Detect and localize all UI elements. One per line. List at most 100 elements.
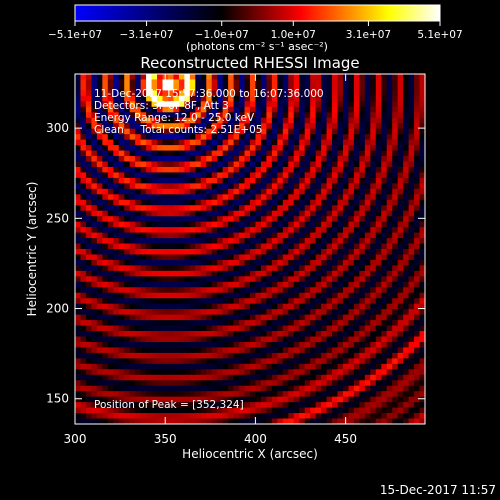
- heatmap-cell: [184, 79, 191, 86]
- heatmap-cell: [239, 232, 245, 239]
- heatmap-cell: [392, 320, 399, 326]
- heatmap-cell: [403, 292, 409, 299]
- heatmap-cell: [140, 303, 147, 310]
- heatmap-cell: [321, 106, 327, 113]
- heatmap-cell: [75, 249, 81, 255]
- heatmap-cell: [75, 358, 81, 365]
- heatmap-cell: [211, 336, 218, 343]
- heatmap-cell: [102, 391, 109, 398]
- heatmap-cell: [85, 276, 92, 283]
- heatmap-cell: [386, 303, 393, 310]
- heatmap-cell: [80, 84, 87, 91]
- heatmap-cell: [239, 320, 245, 326]
- heatmap-cell: [244, 341, 251, 348]
- heatmap-cell: [233, 320, 240, 326]
- heatmap-cell: [217, 309, 224, 316]
- heatmap-cell: [342, 117, 349, 124]
- heatmap-cell: [326, 177, 333, 184]
- heatmap-cell: [310, 259, 317, 266]
- heatmap-cell: [184, 314, 191, 321]
- heatmap-cell: [353, 259, 360, 266]
- heatmap-cell: [310, 363, 317, 370]
- heatmap-cell: [375, 79, 382, 86]
- heatmap-cell: [332, 112, 338, 119]
- heatmap-cell: [353, 79, 360, 86]
- heatmap-cell: [408, 227, 415, 233]
- heatmap-cell: [392, 281, 399, 288]
- heatmap-cell: [244, 363, 251, 370]
- heatmap-cell: [75, 281, 81, 288]
- heatmap-cell: [200, 95, 207, 102]
- heatmap-cell: [85, 331, 92, 337]
- heatmap-cell: [244, 391, 251, 398]
- heatmap-cell: [375, 194, 382, 201]
- heatmap-cell: [167, 385, 174, 392]
- heatmap-cell: [124, 358, 131, 365]
- heatmap-cell: [332, 292, 338, 299]
- heatmap-cell: [342, 145, 349, 151]
- heatmap-cell: [370, 90, 377, 97]
- heatmap-cell: [80, 254, 87, 261]
- heatmap-cell: [414, 134, 420, 141]
- heatmap-cell: [217, 265, 224, 272]
- heatmap-cell: [282, 265, 289, 272]
- heatmap-cell: [211, 188, 218, 195]
- heatmap-cell: [255, 270, 262, 277]
- heatmap-cell: [293, 391, 300, 398]
- heatmap-cell: [91, 265, 98, 272]
- heatmap-cell: [239, 74, 245, 80]
- heatmap-cell: [337, 369, 344, 376]
- heatmap-cell: [304, 336, 311, 343]
- heatmap-cell: [337, 128, 344, 135]
- heatmap-cell: [250, 238, 256, 244]
- heatmap-cell: [151, 205, 158, 212]
- heatmap-cell: [211, 123, 218, 130]
- heatmap-cell: [228, 287, 234, 294]
- heatmap-cell: [419, 177, 425, 184]
- heatmap-cell: [299, 325, 306, 332]
- heatmap-cell: [337, 320, 344, 326]
- heatmap-cell: [107, 259, 114, 266]
- heatmap-cell: [157, 259, 163, 266]
- heatmap-cell: [211, 270, 218, 277]
- heatmap-cell: [250, 418, 256, 424]
- heatmap-cell: [293, 347, 300, 354]
- heatmap-cell: [113, 407, 120, 414]
- heatmap-cell: [157, 216, 163, 223]
- heatmap-cell: [102, 166, 109, 173]
- heatmap-cell: [414, 347, 420, 354]
- heatmap-cell: [135, 369, 142, 376]
- heatmap-cell: [260, 243, 267, 250]
- heatmap-cell: [255, 139, 262, 146]
- heatmap-cell: [250, 243, 256, 250]
- heatmap-cell: [375, 123, 382, 130]
- heatmap-cell: [381, 95, 388, 102]
- heatmap-cell: [189, 292, 196, 299]
- heatmap-cell: [337, 123, 344, 130]
- heatmap-cell: [211, 238, 218, 244]
- heatmap-cell: [75, 156, 81, 162]
- heatmap-cell: [85, 298, 92, 305]
- heatmap-cell: [222, 161, 229, 168]
- heatmap-cell: [206, 216, 213, 223]
- heatmap-cell: [397, 123, 404, 130]
- heatmap-cell: [271, 172, 278, 179]
- heatmap-cell: [75, 314, 81, 321]
- heatmap-cell: [107, 413, 114, 419]
- heatmap-cell: [107, 418, 114, 424]
- heatmap-cell: [353, 221, 360, 228]
- heatmap-cell: [381, 292, 388, 299]
- heatmap-cell: [244, 320, 251, 326]
- heatmap-cell: [304, 95, 311, 102]
- heatmap-cell: [414, 210, 420, 217]
- heatmap-cell: [271, 385, 278, 392]
- heatmap-cell: [342, 287, 349, 294]
- heatmap-cell: [403, 194, 409, 201]
- heatmap-cell: [233, 95, 240, 102]
- heatmap-cell: [85, 84, 92, 91]
- heatmap-cell: [189, 276, 196, 283]
- heatmap-cell: [173, 166, 180, 173]
- heatmap-cell: [80, 363, 87, 370]
- heatmap-cell: [370, 139, 377, 146]
- heatmap-cell: [293, 112, 300, 119]
